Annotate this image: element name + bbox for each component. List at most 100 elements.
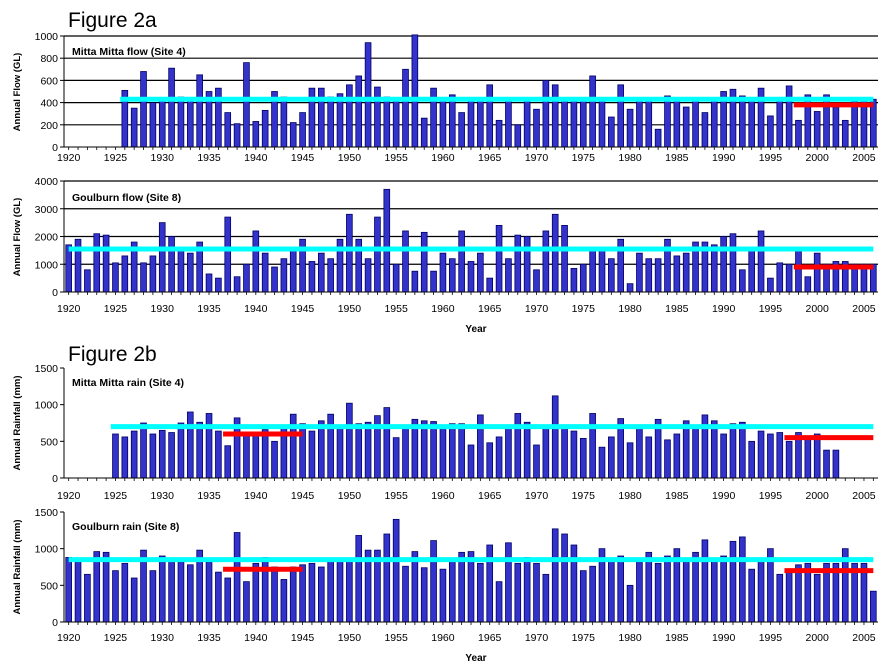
bar [813,111,821,148]
bar [168,559,175,623]
bar [168,432,175,479]
bar [813,252,821,293]
x-tick-label: 1980 [618,303,642,315]
bar [65,244,72,293]
bar [121,436,129,479]
bar [439,252,447,293]
bar [645,99,653,148]
mitta-mitta-rain-chart: 0 500 1000 1500 1920 1925 1930 1935 1940 1945 1950… [12,363,878,502]
bar [748,247,755,293]
bar [130,577,138,623]
x-tick-label: 1945 [291,632,315,644]
bar [261,429,269,479]
x-tick-label: 1960 [431,490,455,502]
bar [776,99,784,148]
bar [804,276,812,293]
bar [636,98,643,148]
x-tick-label: 1970 [525,632,549,644]
bar [636,252,643,293]
x-tick-label: 1985 [665,632,689,644]
bar [561,98,568,148]
bar [102,234,110,293]
bar [355,535,363,623]
bar [795,119,802,148]
bar [346,213,353,293]
bar [542,80,550,148]
bar [448,423,456,479]
bar [720,433,727,479]
bar [851,101,858,148]
x-tick-label: 1925 [104,490,128,502]
bar [589,249,596,293]
bar [673,255,681,293]
bar [514,234,522,293]
bar [177,96,185,148]
x-tick-label: 1950 [338,303,362,315]
x-tick-label: 1925 [104,303,128,315]
bar [121,562,129,623]
bar [402,565,409,623]
bar [823,449,830,479]
x-tick-label: 1995 [759,632,783,644]
bar [187,564,194,623]
bar [327,413,334,479]
bar [832,449,840,479]
bar [617,555,625,623]
bar [570,268,578,293]
bar [158,99,166,148]
bar [729,540,737,623]
x-tick-label: 1975 [572,490,596,502]
bar [495,581,503,623]
y-tick-label: 1000 [35,400,59,412]
bar [74,559,82,623]
bar [289,566,297,623]
bar [645,258,653,293]
bar [486,84,494,148]
bar [505,542,512,623]
bar [551,528,559,623]
bar [645,551,653,623]
bar [439,99,447,148]
bar [870,590,877,623]
bar [252,562,260,623]
bar [523,98,531,148]
bar [411,34,419,148]
bar [158,222,166,293]
bar [710,558,718,623]
bar [308,562,316,623]
bar [608,559,615,623]
x-tick-label: 1955 [384,490,408,502]
bar [701,112,709,148]
bar [720,555,727,623]
x-tick-label: 1935 [197,632,221,644]
bar [626,584,634,623]
x-tick-label: 1940 [244,490,268,502]
x-tick-label: 1920 [57,152,81,164]
bar [626,283,634,293]
bar [776,573,784,623]
bar [140,71,147,148]
bar [149,570,157,623]
x-tick-label: 1930 [151,303,175,315]
bar [271,266,278,293]
bar [495,119,503,148]
x-tick-label: 1970 [525,490,549,502]
figure-2a-title: Figure 2a [68,9,157,32]
x-tick-label: 1980 [618,152,642,164]
bar [785,85,793,148]
x-tick-label: 1990 [712,303,736,315]
bar [664,439,671,479]
bar [579,570,587,623]
bar [112,433,119,479]
bar [158,555,166,623]
y-tick-label: 3000 [35,204,59,216]
x-tick-label: 1960 [431,303,455,315]
x-tick-label: 1990 [712,490,736,502]
bar [757,430,765,479]
bar [523,236,531,293]
bar [448,258,456,293]
bar [533,562,540,623]
bar [158,429,166,479]
y-tick-label: 1000 [35,31,59,43]
bar [420,117,428,148]
